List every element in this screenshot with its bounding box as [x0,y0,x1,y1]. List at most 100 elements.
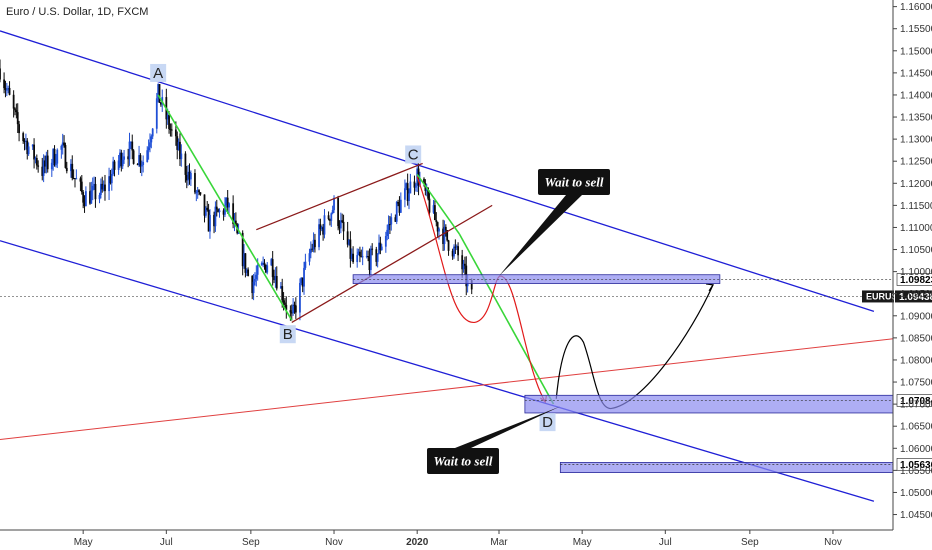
candle-body [18,124,20,134]
candle-body [266,265,269,273]
point-label-box [539,413,556,432]
point-label-d: D [542,414,553,431]
leg-c-line [416,173,461,235]
candle-body [457,246,459,256]
candle-body [82,192,85,203]
candle-body [434,205,436,221]
price-tick-label: 1.14000 [900,90,932,101]
candle-body [109,176,112,184]
candle-body [69,163,72,172]
candle-body [127,156,130,160]
candle-body [367,256,370,258]
candle-body [207,209,210,232]
candle-body [170,129,173,131]
candle-body [136,163,139,166]
candle-body [390,217,393,225]
candle-body [409,181,412,194]
note-pointer [498,195,582,277]
point-label-box [405,145,422,164]
candle-body [281,286,284,301]
time-tick-label: Jul [659,537,672,548]
candle-body [282,300,285,303]
candle-body [311,248,314,250]
candle-body [346,231,349,245]
candle-body [245,269,248,273]
candle-body [180,153,183,160]
candle-body [72,178,75,180]
candle-body [93,183,95,186]
candle-body [323,215,326,235]
candle-body [4,88,7,90]
note-text: Wait to sell [434,454,493,469]
candle-body [442,228,444,245]
candle-body [389,224,391,226]
wedge-upper-line [256,162,423,231]
price-tick-label: 1.05500 [900,466,932,477]
candle-body [423,178,425,184]
candle-body [384,236,387,247]
candle-body [446,230,449,241]
current-price-tag [895,290,932,303]
candle-body [330,213,333,221]
candle-body [341,220,344,222]
time-tick-label: May [74,537,93,548]
candle-body [139,155,142,167]
candle-body [338,226,341,229]
candle-body [53,149,56,166]
leg-ab-line [157,94,293,321]
candle-body [379,242,382,251]
candle-body [320,227,323,230]
candle-body [247,269,250,276]
price-tick-label: 1.13500 [900,113,932,124]
candle-body [131,141,134,151]
candle-body [453,246,455,257]
price-tick-label: 1.09000 [900,311,932,322]
candle-body [339,220,342,229]
price-tick-label: 1.08500 [900,333,932,344]
candle-body [244,253,247,273]
candle-body [15,110,18,113]
candle-body [279,286,282,289]
candle-body [252,281,255,294]
candle-body [194,173,196,193]
candle-body [209,214,211,232]
candle-body [56,149,59,164]
symbol-tag-label: EURUSD [866,291,905,301]
candle-body [444,226,447,231]
candle-body [462,263,465,270]
candle-body [454,246,457,248]
candle-body [35,158,38,166]
price-tick-label: 1.14500 [900,68,932,79]
candle-body [128,141,131,160]
candle-body [232,203,235,225]
candle-body [187,171,190,181]
candle-body [44,160,46,167]
candle-body [41,166,44,176]
candle-body [270,259,273,266]
drawings [0,30,894,502]
level-price-tag [896,458,932,471]
candle-body [319,224,322,230]
candle-body [368,256,371,271]
candle-body [157,84,160,99]
time-tick-label: Sep [741,537,759,548]
price-tick-label: 1.10500 [900,245,932,256]
candle-body [217,209,220,213]
candle-body [237,232,240,234]
wedge-lower-line [291,204,493,323]
candle-body [438,228,440,232]
candle-body [177,141,180,150]
time-tick-label: Nov [824,537,842,548]
candle-body [352,253,355,263]
candle-body [188,171,191,180]
candle-body [451,250,454,257]
candle-body [408,193,410,202]
candle-body [22,133,25,142]
candle-body [102,184,105,190]
channel-upper-line [0,30,875,312]
candle-body [80,181,83,193]
candle-body [84,191,87,207]
projection-up-arrowhead [705,283,715,292]
